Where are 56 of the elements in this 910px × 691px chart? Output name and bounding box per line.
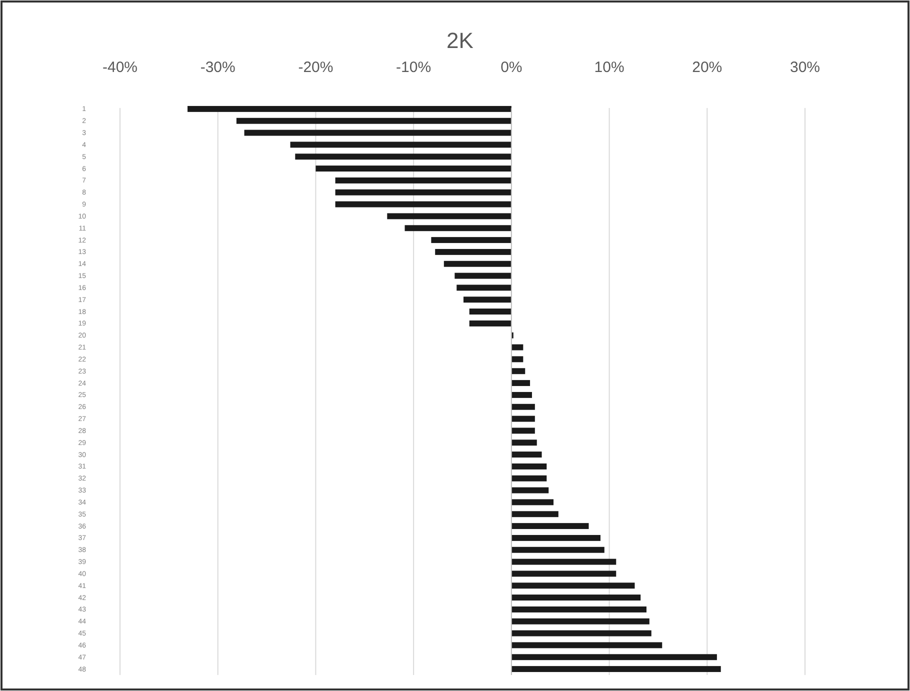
bar [511, 606, 646, 612]
bar [511, 487, 549, 494]
bar [435, 248, 512, 255]
bar [511, 392, 532, 398]
bar [511, 380, 530, 386]
x-tick-label: -10% [396, 59, 432, 76]
bar [511, 440, 537, 446]
bar [511, 368, 526, 374]
bar [469, 320, 512, 326]
bar [511, 523, 589, 530]
bar [511, 475, 547, 482]
x-tick-label: 10% [594, 59, 624, 76]
bar [511, 594, 641, 601]
bar [511, 582, 635, 589]
bar [511, 618, 650, 624]
bar [335, 201, 512, 208]
bar [316, 166, 512, 172]
bar [454, 272, 512, 279]
bar [511, 416, 535, 422]
bar [431, 237, 512, 244]
bar [188, 106, 512, 112]
bar [511, 642, 662, 648]
x-tick-label: 20% [692, 59, 722, 76]
bar [236, 118, 512, 124]
bar [511, 558, 616, 565]
bar [290, 142, 512, 148]
bar [335, 189, 512, 196]
chart-title: 2K [446, 28, 474, 53]
bar [404, 225, 512, 232]
x-tick-label: -40% [102, 59, 138, 76]
bar [511, 546, 604, 553]
bar [456, 284, 512, 291]
bar [511, 404, 535, 410]
bar [511, 452, 542, 458]
x-tick-label: -30% [200, 59, 236, 76]
bar [511, 463, 547, 470]
bar [511, 344, 524, 350]
bar [469, 308, 512, 315]
bar [511, 534, 600, 541]
bar [335, 177, 512, 184]
bar [511, 511, 558, 518]
bar [511, 428, 535, 434]
bar [511, 630, 652, 636]
x-tick-label: 0% [500, 59, 522, 76]
bar [387, 213, 512, 220]
x-tick-label: -20% [298, 59, 334, 76]
bar [244, 130, 512, 136]
x-tick-label: 30% [790, 59, 820, 76]
bar [444, 260, 512, 267]
bar [511, 570, 616, 577]
bar [511, 654, 717, 660]
bar [511, 356, 524, 362]
bar [295, 154, 512, 160]
bar [511, 666, 721, 672]
bar [463, 296, 512, 303]
bar [511, 499, 554, 506]
